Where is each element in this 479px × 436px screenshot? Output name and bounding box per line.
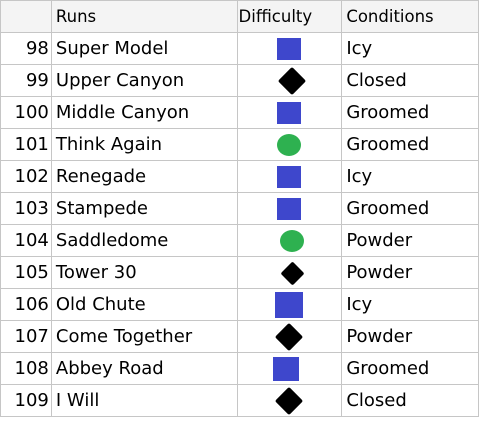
table-row: 104 Saddledome Powder xyxy=(0,224,479,257)
row-number: 104 xyxy=(0,224,52,257)
difficulty-cell[interactable] xyxy=(236,352,343,385)
table-row: 105 Tower 30 Powder xyxy=(0,256,479,289)
condition-cell[interactable]: Groomed xyxy=(341,96,479,129)
condition-cell[interactable]: Icy xyxy=(341,160,479,193)
header-row: Runs Difficulty Conditions xyxy=(0,0,479,33)
row-number: 103 xyxy=(0,192,52,225)
green-circle-icon xyxy=(277,133,302,156)
condition-cell[interactable]: Groomed xyxy=(341,128,479,161)
condition-cell[interactable]: Groomed xyxy=(341,352,479,385)
blue-square-icon xyxy=(277,165,302,188)
difficulty-cell[interactable] xyxy=(236,384,343,417)
run-name-cell[interactable]: Super Model xyxy=(50,32,238,65)
difficulty-cell[interactable] xyxy=(236,288,343,321)
difficulty-cell[interactable] xyxy=(236,256,343,289)
table-row: 107 Come Together Powder xyxy=(0,320,479,353)
difficulty-header[interactable]: Difficulty xyxy=(236,0,343,33)
run-name-cell[interactable]: I Will xyxy=(50,384,238,417)
table-row: 98 Super Model Icy xyxy=(0,32,479,65)
black-diamond-icon xyxy=(275,322,304,352)
condition-cell[interactable]: Closed xyxy=(341,384,479,417)
condition-cell[interactable]: Groomed xyxy=(341,192,479,225)
table-row: 106 Old Chute Icy xyxy=(0,288,479,321)
run-name-cell[interactable]: Abbey Road xyxy=(50,352,238,385)
condition-cell[interactable]: Icy xyxy=(341,288,479,321)
condition-cell[interactable]: Powder xyxy=(341,224,479,257)
ski-runs-table: Runs Difficulty Conditions 98 Super Mode… xyxy=(0,0,479,417)
condition-cell[interactable]: Closed xyxy=(341,64,479,97)
difficulty-cell[interactable] xyxy=(236,224,343,257)
run-name-cell[interactable]: Saddledome xyxy=(50,224,238,257)
conditions-header[interactable]: Conditions xyxy=(341,0,479,33)
blue-square-icon xyxy=(277,37,302,60)
table-row: 99 Upper Canyon Closed xyxy=(0,64,479,97)
table-row: 100 Middle Canyon Groomed xyxy=(0,96,479,129)
run-name-cell[interactable]: Come Together xyxy=(50,320,238,353)
black-diamond-icon xyxy=(280,260,305,286)
table-row: 109 I Will Closed xyxy=(0,384,479,417)
blue-square-icon xyxy=(277,197,302,220)
runs-header[interactable]: Runs xyxy=(50,0,238,33)
run-name-cell[interactable]: Think Again xyxy=(50,128,238,161)
blue-square-icon xyxy=(277,101,302,124)
row-number: 100 xyxy=(0,96,52,129)
blue-square-icon xyxy=(273,356,300,381)
difficulty-cell[interactable] xyxy=(236,320,343,353)
difficulty-cell[interactable] xyxy=(236,160,343,193)
row-number: 98 xyxy=(0,32,52,65)
difficulty-cell[interactable] xyxy=(236,64,343,97)
row-number-header xyxy=(0,0,52,33)
condition-cell[interactable]: Powder xyxy=(341,256,479,289)
condition-cell[interactable]: Icy xyxy=(341,32,479,65)
row-number: 102 xyxy=(0,160,52,193)
row-number: 109 xyxy=(0,384,52,417)
run-name-cell[interactable]: Tower 30 xyxy=(50,256,238,289)
table-row: 103 Stampede Groomed xyxy=(0,192,479,225)
difficulty-cell[interactable] xyxy=(236,32,343,65)
run-name-cell[interactable]: Middle Canyon xyxy=(50,96,238,129)
run-name-cell[interactable]: Upper Canyon xyxy=(50,64,238,97)
green-circle-icon xyxy=(280,229,305,252)
difficulty-cell[interactable] xyxy=(236,96,343,129)
row-number: 101 xyxy=(0,128,52,161)
table-row: 108 Abbey Road Groomed xyxy=(0,352,479,385)
table-row: 102 Renegade Icy xyxy=(0,160,479,193)
black-diamond-icon xyxy=(275,386,304,416)
row-number: 108 xyxy=(0,352,52,385)
row-number: 105 xyxy=(0,256,52,289)
difficulty-cell[interactable] xyxy=(236,128,343,161)
run-name-cell[interactable]: Stampede xyxy=(50,192,238,225)
table-row: 101 Think Again Groomed xyxy=(0,128,479,161)
difficulty-cell[interactable] xyxy=(236,192,343,225)
row-number: 106 xyxy=(0,288,52,321)
row-number: 99 xyxy=(0,64,52,97)
run-name-cell[interactable]: Renegade xyxy=(50,160,238,193)
run-name-cell[interactable]: Old Chute xyxy=(50,288,238,321)
blue-square-icon xyxy=(275,291,304,318)
condition-cell[interactable]: Powder xyxy=(341,320,479,353)
black-diamond-icon xyxy=(278,66,307,96)
row-number: 107 xyxy=(0,320,52,353)
